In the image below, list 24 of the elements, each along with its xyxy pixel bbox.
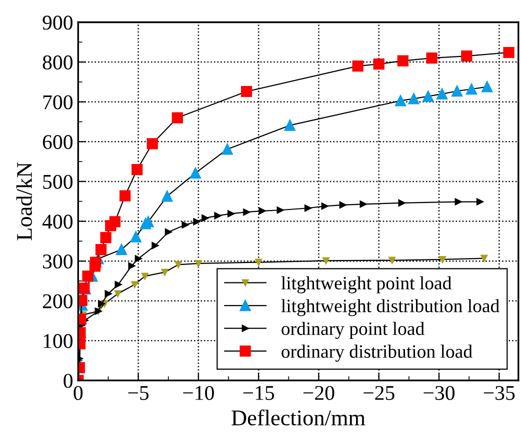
- x-tick-label: −20: [303, 386, 334, 400]
- x-axis-title: Deflection/mm: [232, 410, 366, 426]
- y-tick-label: 0: [64, 374, 72, 388]
- y-tick-label: 100: [44, 334, 72, 348]
- y-tick-label: 800: [42, 55, 72, 70]
- legend-label: litghtweight distribution load: [281, 299, 500, 316]
- x-tick-label: −30: [424, 386, 455, 400]
- x-tick-label: −5: [128, 386, 149, 400]
- x-tick-label: −15: [243, 386, 274, 400]
- y-tick-label: 300: [43, 254, 72, 268]
- x-tick-label: 0: [74, 386, 83, 400]
- y-tick-label: 400: [42, 214, 72, 229]
- legend-label: ordinary distribution load: [282, 344, 472, 362]
- legend-label: ordinary point load: [282, 322, 424, 339]
- y-tick-label: 200: [42, 294, 72, 308]
- legend-label: litghtweight point load: [281, 276, 452, 294]
- y-axis-title: Load/kN: [16, 162, 32, 240]
- y-tick-label: 500: [43, 174, 72, 189]
- x-tick-label: −35: [484, 386, 515, 400]
- x-tick-label: −10: [183, 386, 214, 400]
- y-tick-label: 900: [42, 16, 72, 30]
- y-tick-label: 700: [43, 95, 72, 110]
- x-tick-label: −25: [364, 386, 394, 400]
- y-tick-label: 600: [42, 135, 72, 150]
